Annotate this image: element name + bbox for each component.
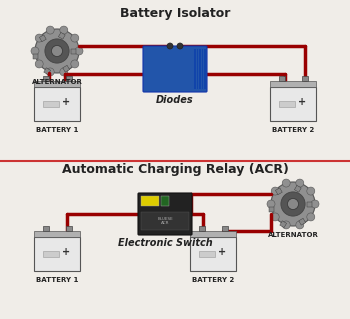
Circle shape bbox=[281, 192, 305, 216]
Bar bbox=[34, 231, 80, 237]
Bar bbox=[204, 49, 205, 89]
Text: Battery Isolator: Battery Isolator bbox=[120, 8, 230, 20]
Bar bbox=[270, 87, 316, 121]
Circle shape bbox=[35, 34, 43, 42]
Bar bbox=[190, 237, 236, 271]
Circle shape bbox=[311, 200, 319, 208]
Text: BLUESE
ACR: BLUESE ACR bbox=[157, 217, 173, 225]
Circle shape bbox=[167, 43, 173, 49]
Bar bbox=[65, 226, 71, 231]
Text: BATTERY 2: BATTERY 2 bbox=[272, 127, 314, 133]
Text: BATTERY 1: BATTERY 1 bbox=[36, 277, 78, 283]
Bar bbox=[294, 185, 301, 192]
Circle shape bbox=[51, 46, 63, 56]
Bar bbox=[270, 81, 316, 87]
Bar bbox=[34, 81, 80, 87]
Bar bbox=[307, 202, 312, 206]
Bar bbox=[34, 237, 80, 271]
Bar bbox=[34, 87, 80, 121]
Bar bbox=[161, 196, 169, 206]
Circle shape bbox=[60, 68, 68, 76]
Circle shape bbox=[46, 26, 54, 34]
Bar bbox=[279, 76, 285, 81]
Text: BATTERY 2: BATTERY 2 bbox=[192, 277, 234, 283]
Bar bbox=[194, 49, 196, 89]
Text: Automatic Charging Relay (ACR): Automatic Charging Relay (ACR) bbox=[62, 162, 288, 175]
Bar bbox=[279, 101, 295, 107]
Circle shape bbox=[60, 26, 68, 34]
Text: ALTERNATOR: ALTERNATOR bbox=[32, 79, 83, 85]
Bar bbox=[44, 68, 51, 75]
Bar bbox=[43, 101, 59, 107]
Circle shape bbox=[296, 179, 304, 187]
Bar bbox=[190, 231, 236, 237]
Circle shape bbox=[35, 29, 79, 73]
Bar bbox=[42, 226, 49, 231]
Text: +: + bbox=[62, 247, 70, 257]
Bar bbox=[40, 35, 46, 42]
Bar bbox=[196, 49, 198, 89]
Bar bbox=[222, 226, 228, 231]
Circle shape bbox=[31, 47, 39, 55]
Circle shape bbox=[271, 187, 279, 195]
Text: Diodes: Diodes bbox=[156, 95, 194, 105]
Circle shape bbox=[35, 60, 43, 68]
FancyBboxPatch shape bbox=[143, 46, 207, 92]
Circle shape bbox=[282, 179, 290, 187]
Bar bbox=[71, 48, 76, 54]
Bar bbox=[299, 218, 306, 225]
Circle shape bbox=[46, 68, 54, 76]
Bar bbox=[33, 54, 38, 58]
Circle shape bbox=[75, 47, 83, 55]
Bar bbox=[275, 188, 282, 195]
Circle shape bbox=[271, 213, 279, 221]
Bar bbox=[202, 49, 203, 89]
Circle shape bbox=[271, 182, 315, 226]
Bar bbox=[269, 206, 274, 211]
Circle shape bbox=[45, 39, 69, 63]
Circle shape bbox=[307, 213, 315, 221]
Text: BATTERY 1: BATTERY 1 bbox=[36, 127, 78, 133]
Bar bbox=[301, 76, 308, 81]
Circle shape bbox=[296, 221, 304, 229]
Bar bbox=[58, 33, 65, 39]
Bar bbox=[43, 251, 59, 257]
Circle shape bbox=[71, 34, 79, 42]
Bar bbox=[65, 76, 71, 81]
Bar bbox=[199, 251, 215, 257]
Circle shape bbox=[287, 198, 299, 210]
Text: +: + bbox=[62, 97, 70, 107]
Text: Electronic Switch: Electronic Switch bbox=[118, 238, 212, 248]
Circle shape bbox=[71, 60, 79, 68]
Circle shape bbox=[307, 187, 315, 195]
Bar bbox=[199, 49, 201, 89]
Text: +: + bbox=[218, 247, 226, 257]
Text: ALTERNATOR: ALTERNATOR bbox=[267, 232, 318, 238]
FancyBboxPatch shape bbox=[138, 193, 192, 235]
Bar bbox=[141, 212, 189, 230]
Text: +: + bbox=[298, 97, 306, 107]
Circle shape bbox=[267, 200, 275, 208]
Bar bbox=[141, 196, 159, 206]
Bar bbox=[198, 226, 204, 231]
Bar bbox=[280, 221, 287, 228]
Circle shape bbox=[282, 221, 290, 229]
Bar bbox=[42, 76, 49, 81]
Circle shape bbox=[177, 43, 183, 49]
Bar bbox=[63, 65, 70, 72]
